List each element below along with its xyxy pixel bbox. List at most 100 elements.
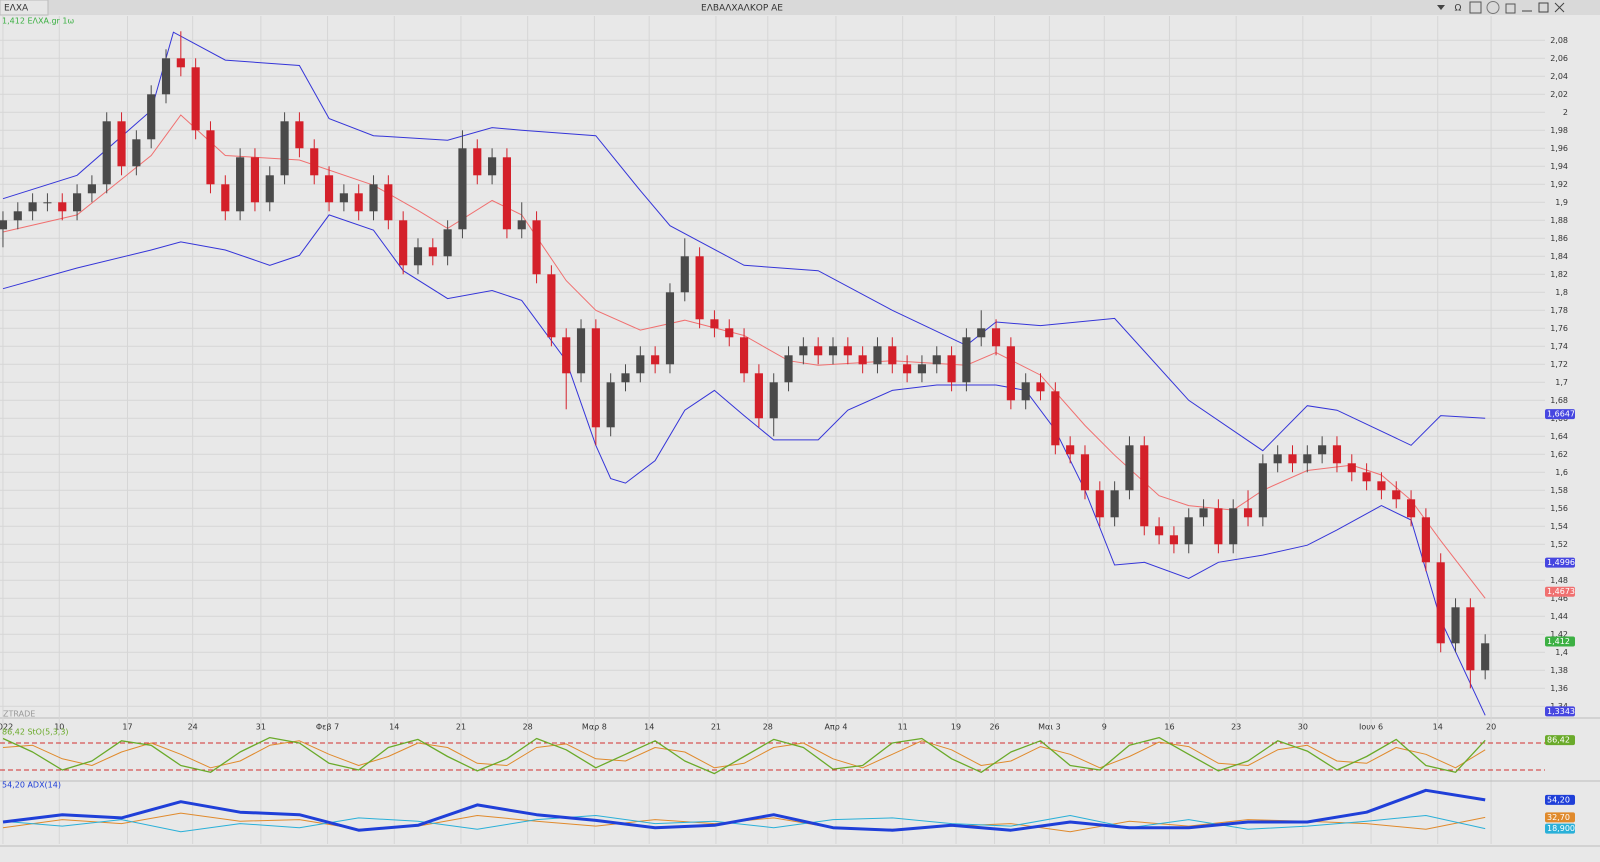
candle-body: [384, 184, 393, 221]
window-title: ΕΛΒΑΛΧΑΛΚΟΡ ΑΕ: [701, 4, 783, 14]
y-tick-label: 2,02: [1550, 90, 1568, 99]
candle-body: [576, 328, 586, 374]
y-tick-label: 1,36: [1550, 684, 1568, 693]
candle-body: [903, 364, 912, 374]
x-tick-label: 20: [1486, 723, 1496, 732]
candle-body: [280, 121, 289, 176]
candle-body: [562, 337, 571, 374]
candle-body: [1169, 535, 1178, 545]
x-tick-label: 24: [188, 723, 198, 732]
y-tick-label: 1,94: [1550, 162, 1568, 171]
indicator-line: [2, 214, 1486, 716]
candle-body: [161, 58, 171, 95]
candle-body: [828, 346, 838, 356]
y-tick-label: 1,34: [1550, 702, 1568, 711]
candle-body: [1140, 445, 1149, 527]
x-tick-label: Ιουν 6: [1359, 723, 1383, 732]
help-icon[interactable]: [1486, 1, 1500, 14]
candle-body: [754, 373, 763, 419]
close-icon[interactable]: [1554, 2, 1565, 13]
price-tag-label: 1,4673: [1547, 587, 1575, 596]
candle-body: [221, 184, 230, 212]
candle-body: [13, 211, 22, 221]
candle-body: [680, 256, 689, 293]
price-tag: [1545, 557, 1575, 568]
candle-body: [1421, 517, 1430, 563]
candle-body: [502, 157, 511, 230]
y-tick-label: 1,78: [1550, 306, 1568, 315]
candle-body: [843, 346, 852, 356]
candle-body: [888, 346, 897, 365]
y-tick-label: 1,48: [1550, 576, 1568, 585]
candle-body: [236, 157, 245, 212]
candle-body: [265, 175, 274, 203]
y-tick-label: 1,44: [1550, 612, 1568, 621]
x-tick-label: 14: [1433, 723, 1443, 732]
restore-icon[interactable]: [1538, 2, 1549, 13]
candle-body: [1214, 508, 1223, 545]
candle-body: [858, 355, 867, 365]
x-tick-label: Απρ 4: [824, 723, 847, 732]
y-tick-label: 2,08: [1550, 36, 1568, 45]
lock-icon[interactable]: [1505, 3, 1516, 14]
price-tag: [1545, 812, 1575, 823]
indicator-line: [2, 788, 1486, 832]
symbol-box[interactable]: [0, 0, 49, 16]
price-tag: [1545, 794, 1575, 805]
candle-body: [651, 355, 660, 365]
indicator-line: [2, 815, 1486, 833]
candle-body: [1318, 445, 1327, 455]
candle-body: [991, 328, 1001, 347]
candle-body: [917, 364, 927, 374]
candle-body: [1362, 472, 1371, 482]
y-tick-label: 1,88: [1550, 216, 1568, 225]
candle-body: [310, 148, 319, 176]
candle-body: [1229, 508, 1238, 545]
link-icon[interactable]: Ω: [1455, 4, 1462, 14]
price-tag: [1545, 636, 1575, 647]
candle-body: [1451, 607, 1460, 644]
x-tick-label: 16: [1164, 723, 1174, 732]
x-tick-label: 10: [54, 723, 64, 732]
y-tick-label: 1,9: [1555, 198, 1568, 207]
candle-body: [72, 193, 82, 212]
candle-body: [932, 355, 941, 365]
candle-body: [1288, 454, 1297, 464]
y-tick-label: 1,38: [1550, 666, 1568, 675]
symbol: ΕΛΧΑ: [4, 4, 29, 14]
candle-body: [1243, 508, 1253, 518]
indicator-line: [2, 736, 1486, 775]
y-tick-label: 1,46: [1550, 594, 1568, 603]
y-tick-label: 1,7: [1555, 378, 1568, 387]
y-tick-label: 2,06: [1550, 54, 1568, 63]
candle-body: [695, 256, 704, 320]
indicator-label: 54,20 ADX(14): [2, 781, 61, 790]
candle-body: [739, 337, 749, 374]
candle-body: [1080, 454, 1090, 491]
x-tick-label: 17: [122, 723, 132, 732]
dropdown-icon[interactable]: [1437, 5, 1445, 10]
candle-body: [117, 121, 126, 167]
y-tick-label: 1,54: [1550, 522, 1568, 531]
price-tag-label: 54,20: [1547, 795, 1570, 804]
candle-body: [517, 220, 526, 230]
candle-body: [636, 355, 645, 374]
candle-body: [1051, 391, 1060, 446]
y-tick-label: 1,56: [1550, 504, 1568, 513]
layout-icon[interactable]: [1469, 1, 1482, 14]
candle-body: [295, 121, 304, 149]
y-tick-label: 1,8: [1555, 288, 1568, 297]
y-tick-label: 1,72: [1550, 360, 1568, 369]
x-tick-label: 11: [898, 723, 908, 732]
candle-body: [443, 229, 452, 257]
candle-body: [725, 328, 734, 338]
candle-body: [1184, 517, 1193, 545]
y-tick-label: 1,4: [1555, 648, 1568, 657]
candle-body: [1466, 607, 1475, 671]
candle-body: [1110, 490, 1119, 518]
candle-body: [147, 94, 156, 140]
x-tick-label: 30: [1298, 723, 1308, 732]
candle-body: [191, 67, 200, 131]
